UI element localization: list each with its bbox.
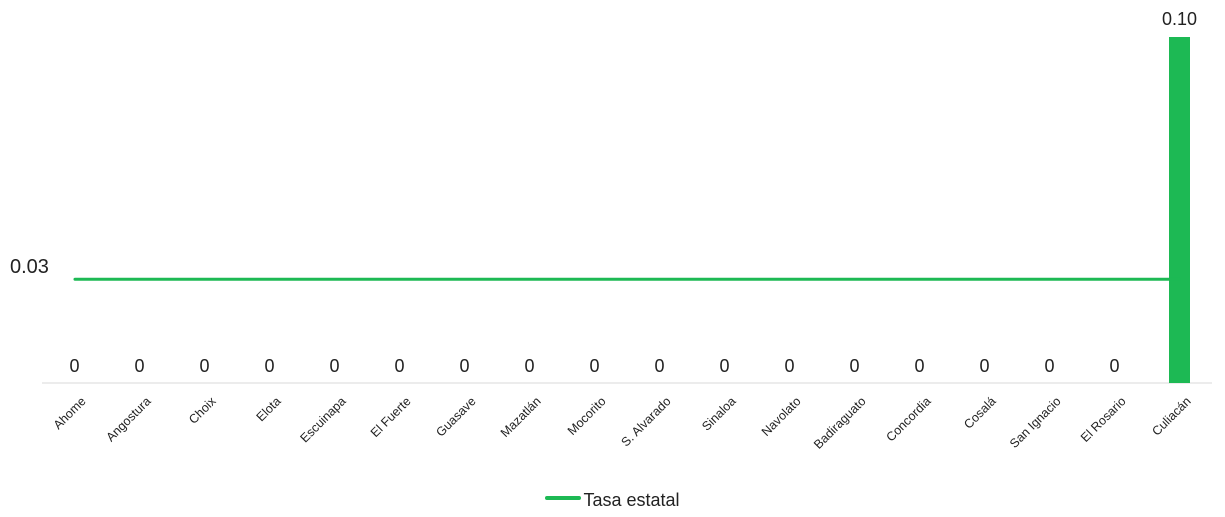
value-label-13: 0 [914, 356, 924, 376]
value-label-10: 0 [719, 356, 729, 376]
category-label-16: El Rosario [1078, 394, 1129, 445]
category-label-4: Escuinapa [297, 394, 348, 445]
value-label-5: 0 [394, 356, 404, 376]
value-label-1: 0 [134, 356, 144, 376]
category-label-12: Badiraguato [811, 394, 869, 452]
value-label-2: 0 [199, 356, 209, 376]
value-label-6: 0 [459, 356, 469, 376]
bars-group [1169, 37, 1190, 383]
value-label-9: 0 [654, 356, 664, 376]
category-label-8: Mocorito [565, 394, 609, 438]
category-label-3: Elota [254, 394, 284, 424]
value-label-3: 0 [264, 356, 274, 376]
value-label-7: 0 [524, 356, 534, 376]
category-labels-group: Ahome Angostura Choix Elota Escuinapa El Fuer… [51, 394, 1194, 452]
value-labels-group: 0 0 0 0 0 0 0 0 0 0 0 0 0 0 0 0 0 0.10 [69, 9, 1197, 376]
category-label-2: Choix [186, 394, 219, 427]
legend: Tasa estatal [0, 490, 1225, 511]
value-label-15: 0 [1044, 356, 1054, 376]
category-label-9: S. Alvarado [619, 394, 674, 449]
legend-label: Tasa estatal [583, 490, 680, 510]
category-label-0: Ahome [51, 394, 89, 432]
category-label-10: Sinaloa [699, 394, 738, 433]
category-label-15: San Ignacio [1007, 394, 1064, 451]
category-label-11: Navolato [759, 394, 804, 439]
value-label-11: 0 [784, 356, 794, 376]
value-label-16: 0 [1109, 356, 1119, 376]
bar-17 [1169, 37, 1190, 383]
category-label-13: Concordia [883, 394, 933, 444]
category-label-1: Angostura [103, 394, 153, 444]
category-label-17: Culiacán [1149, 394, 1193, 438]
legend-line-swatch [545, 496, 582, 501]
category-label-5: El Fuerte [368, 394, 414, 440]
category-label-6: Guasave [433, 394, 478, 439]
value-label-17: 0.10 [1162, 9, 1197, 29]
value-label-8: 0 [589, 356, 599, 376]
category-label-7: Mazatlán [498, 394, 544, 440]
value-label-12: 0 [849, 356, 859, 376]
tasa-estatal-value-label: 0.03 [10, 256, 49, 278]
value-label-14: 0 [979, 356, 989, 376]
category-label-14: Cosalá [961, 394, 998, 431]
value-label-4: 0 [329, 356, 339, 376]
value-label-0: 0 [69, 356, 79, 376]
